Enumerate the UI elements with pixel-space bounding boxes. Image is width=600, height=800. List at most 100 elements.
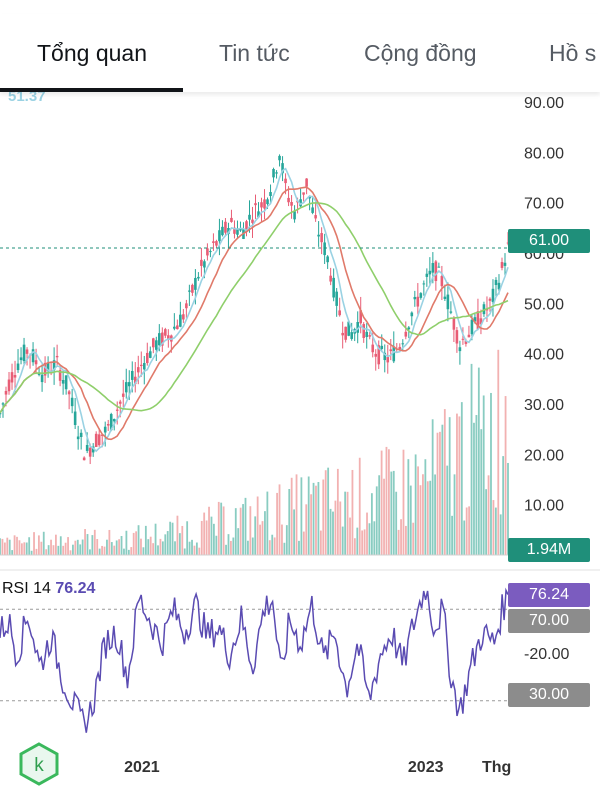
volume-bar <box>259 524 261 555</box>
volume-bar <box>195 542 198 555</box>
volume-bar <box>341 526 344 555</box>
volume-bar <box>414 454 417 555</box>
volume-bar <box>108 529 111 555</box>
time-tick-label: 2023 <box>408 759 444 776</box>
volume-bar <box>127 549 130 555</box>
volume-bar <box>431 419 434 555</box>
candle-body <box>167 335 170 340</box>
volume-bar <box>470 363 473 555</box>
candle-body <box>413 296 417 300</box>
volume-bar <box>332 511 334 555</box>
candle-body <box>473 317 477 322</box>
candle-body <box>362 324 366 338</box>
candle-body <box>311 207 314 213</box>
tab-bar: Tổng quan Tin tức Cộng đồng Hồ s <box>0 14 600 92</box>
volume-bar <box>434 474 436 555</box>
candle-body <box>106 423 110 426</box>
candle-body <box>227 228 230 235</box>
candle-body <box>266 199 269 205</box>
volume-bar <box>45 549 48 555</box>
volume-bar <box>33 532 35 555</box>
time-tick-label: 2021 <box>124 759 160 776</box>
volume-bar <box>492 500 495 555</box>
candle-body <box>341 332 344 336</box>
candle-body <box>127 382 131 387</box>
volume-bar <box>494 507 497 555</box>
volume-bar <box>327 467 330 555</box>
tab-news[interactable]: Tin tức <box>219 40 290 66</box>
volume-bar <box>395 491 398 555</box>
volume-bar <box>429 480 432 555</box>
volume-bar <box>225 544 227 555</box>
tab-community[interactable]: Cộng đồng <box>364 40 477 66</box>
candle-body <box>85 444 89 451</box>
candle-body <box>19 357 23 361</box>
volume-bar <box>460 402 463 555</box>
candle-body <box>257 211 260 218</box>
ma-slow-line <box>0 202 509 414</box>
candle-body <box>455 330 459 344</box>
volume-bar <box>366 512 368 555</box>
candle-body <box>245 221 248 232</box>
candle-body <box>100 434 104 436</box>
volume-bar <box>137 525 140 555</box>
volume-bar <box>198 547 201 555</box>
volume-bar <box>353 538 356 555</box>
volume-bar <box>293 509 296 555</box>
candle-body <box>145 352 149 364</box>
volume-bar <box>485 489 488 555</box>
candle-body <box>323 242 326 256</box>
volume-bar <box>358 457 361 555</box>
volume-bar <box>164 534 167 555</box>
candle-body <box>239 229 242 231</box>
volume-bar <box>426 481 429 555</box>
volume-bar <box>392 470 395 555</box>
candle-body <box>392 346 396 362</box>
candle-body <box>416 296 420 307</box>
volume-bar <box>152 543 155 555</box>
volume-bar <box>276 492 278 555</box>
volume-bar <box>42 531 45 555</box>
candle-body <box>359 310 363 324</box>
volume-bar <box>278 484 281 555</box>
candle-body <box>7 379 11 392</box>
candle-body <box>419 293 423 298</box>
price-tick-label: 50.00 <box>524 296 564 313</box>
candle-body <box>173 326 176 329</box>
tab-overview[interactable]: Tổng quan <box>37 40 147 66</box>
volume-bar <box>169 521 172 555</box>
candle-body <box>425 273 429 277</box>
volume-bar <box>69 550 72 555</box>
volume-bar <box>307 476 310 555</box>
candle-body <box>335 291 338 306</box>
candle-body <box>329 275 332 282</box>
candle-body <box>152 338 155 348</box>
volume-bar <box>178 533 181 555</box>
volume-bar <box>305 504 308 555</box>
volume-bar <box>130 547 133 555</box>
app-logo-icon[interactable]: k <box>19 742 59 786</box>
candle-body <box>293 211 296 220</box>
volume-bar <box>144 525 147 555</box>
candle-body <box>470 319 474 335</box>
volume-bar <box>397 529 400 555</box>
candle-body <box>197 276 200 279</box>
candle-body <box>212 241 215 243</box>
volume-bar <box>351 469 354 555</box>
volume-bar <box>412 522 415 555</box>
candle-body <box>476 311 480 330</box>
volume-bar <box>37 535 40 555</box>
volume-bar <box>157 545 159 555</box>
volume-bar <box>402 449 405 555</box>
tab-profile[interactable]: Hồ s <box>549 40 597 66</box>
candle-body <box>37 373 41 375</box>
candle-body <box>200 259 203 266</box>
candle-body <box>40 374 44 383</box>
volume-bar <box>3 542 6 555</box>
volume-bar <box>497 349 500 555</box>
volume-bar <box>441 424 444 555</box>
volume-bar <box>101 545 103 555</box>
price-tick-label: 30.00 <box>524 397 564 414</box>
candle-body <box>314 215 317 219</box>
